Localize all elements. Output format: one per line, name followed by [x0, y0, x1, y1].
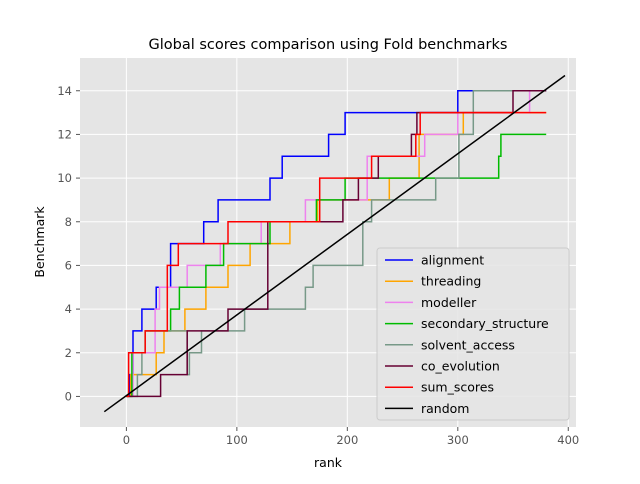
- y-tick-label: 12: [57, 127, 72, 141]
- y-tick-label: 0: [65, 389, 72, 403]
- series-line-sum-scores: [126, 111, 547, 398]
- legend-label-secondary-structure: secondary_structure: [421, 316, 549, 331]
- series-group: [103, 74, 566, 413]
- legend-label-random: random: [421, 401, 469, 416]
- y-tick-label: 4: [65, 302, 72, 316]
- legend-label-solvent-access: solvent_access: [421, 337, 515, 352]
- series-line-modeller: [126, 90, 547, 398]
- chart-title: Global scores comparison using Fold benc…: [149, 37, 508, 53]
- y-tick-label: 6: [65, 258, 72, 272]
- legend-label-threading: threading: [421, 274, 481, 289]
- x-axis-label: rank: [314, 455, 343, 470]
- y-axis-ticks: 0 2 4 6 8 10 12 14: [57, 84, 80, 403]
- series-line-random: [103, 74, 566, 413]
- y-axis-label: Benchmark: [32, 206, 47, 278]
- x-tick-label: 0: [123, 433, 130, 447]
- legend-label-sum-scores: sum_scores: [421, 380, 494, 395]
- legend-label-modeller: modeller: [421, 295, 477, 310]
- series-line-co-evolution: [126, 90, 547, 398]
- x-tick-label: 300: [447, 433, 469, 447]
- legend-label-co-evolution: co_evolution: [421, 359, 500, 374]
- y-tick-label: 10: [57, 171, 72, 185]
- y-tick-label: 2: [65, 346, 72, 360]
- legend-frame: [376, 247, 570, 421]
- x-axis-ticks: 0 100 200 300 400: [123, 427, 579, 447]
- y-tick-label: 8: [65, 215, 72, 229]
- y-tick-label: 14: [57, 84, 72, 98]
- x-tick-label: 100: [226, 433, 248, 447]
- legend: alignment threading modeller secondary_stru…: [376, 247, 570, 421]
- series-line-alignment: [128, 90, 547, 397]
- x-tick-label: 400: [557, 433, 579, 447]
- legend-label-alignment: alignment: [421, 253, 484, 268]
- x-tick-label: 200: [336, 433, 358, 447]
